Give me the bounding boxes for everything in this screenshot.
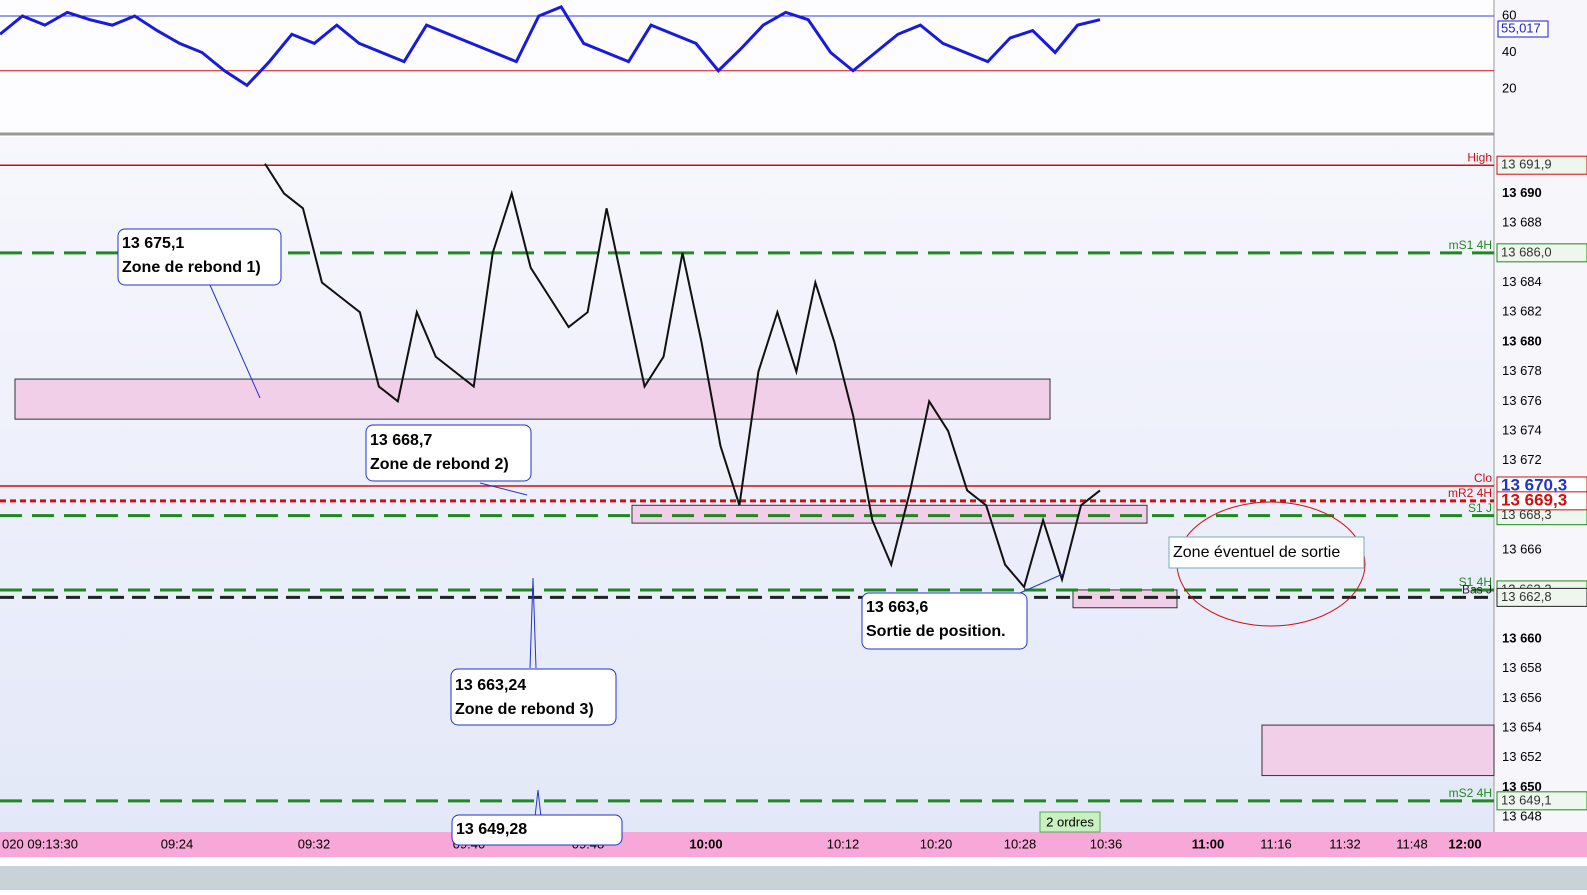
- level-value: 13 668,3: [1501, 507, 1552, 522]
- level-value: 13 670,3: [1501, 475, 1567, 494]
- level-value-box: [1496, 243, 1587, 263]
- level-name: S1 4H: [1459, 575, 1492, 589]
- level-name: mS2 4H: [1449, 786, 1492, 800]
- callout-price: 13 663,6: [866, 599, 928, 616]
- annotations: [117, 228, 1366, 846]
- level-value-box: [1496, 155, 1587, 175]
- callout-box: [365, 424, 532, 482]
- x-tick-label: 11:48: [1396, 836, 1428, 851]
- callout-text: Zone de rebond 3): [455, 701, 594, 718]
- y-tick-label: 13 656: [1502, 690, 1542, 705]
- pointer: [534, 789, 542, 818]
- x-tick-label: 11:32: [1329, 836, 1361, 851]
- y-tick-label: 13 674: [1502, 422, 1542, 437]
- callout-price: 13 668,7: [370, 432, 432, 449]
- callout-text: Zone de rebond 1): [122, 259, 261, 276]
- rsi-value: 55,017: [1501, 20, 1541, 35]
- y-tick-label: 13 684: [1502, 274, 1542, 289]
- zone: [631, 504, 1148, 524]
- x-tick-label: 10:36: [1090, 836, 1123, 851]
- level-value: 13 686,0: [1501, 244, 1552, 259]
- rsi-value-box: [1497, 20, 1549, 38]
- time-axis: [0, 832, 1587, 857]
- level-name: mR2 4H: [1448, 486, 1492, 500]
- y-tick-label: 13 688: [1502, 215, 1542, 230]
- y-tick-label: 13 654: [1502, 719, 1542, 734]
- callout-box: [451, 814, 623, 846]
- level-value: 13 669,3: [1501, 490, 1567, 509]
- pointer: [1019, 572, 1066, 594]
- x-tick-label: 11:00: [1192, 836, 1225, 851]
- callout-price: 13 649,28: [456, 821, 527, 838]
- y-tick-label: 13 678: [1502, 363, 1542, 378]
- callout-box: [117, 228, 282, 286]
- y-tick-label: 13 666: [1502, 541, 1542, 556]
- callout-price: 13 663,24: [455, 677, 526, 694]
- x-tick-label: 10:12: [827, 836, 860, 851]
- x-tick-label: 12:00: [1448, 836, 1481, 851]
- x-tick-label: 10:00: [689, 836, 722, 851]
- rsi-tick-label: 40: [1502, 44, 1516, 59]
- level-name: S1 J: [1468, 501, 1492, 515]
- x-tick-label: 10:28: [1004, 836, 1037, 851]
- level-value: 13 691,9: [1501, 157, 1552, 172]
- y-tick-label: 13 648: [1502, 809, 1542, 824]
- y-axis-panel: [1494, 0, 1587, 832]
- y-tick-label: 13 676: [1502, 393, 1542, 408]
- level-name: High: [1467, 150, 1492, 164]
- level-name: Clo: [1474, 471, 1492, 485]
- rsi-line: [0, 5, 1101, 88]
- callout-text: Zone de rebond 2): [370, 456, 509, 473]
- y-tick-label: 13 682: [1502, 304, 1542, 319]
- x-tick-label: 10:20: [920, 836, 953, 851]
- x-tick-label: 020 09:13:30: [2, 836, 78, 851]
- x-tick-label: 09:24: [161, 836, 194, 851]
- pointer: [529, 577, 537, 669]
- pointer: [479, 482, 528, 496]
- y-tick-label: 13 652: [1502, 749, 1542, 764]
- orders-box: [1039, 811, 1101, 833]
- rsi-tick-label: 60: [1502, 7, 1516, 22]
- y-tick-label: 13 650: [1502, 779, 1542, 794]
- zone: [1261, 724, 1495, 777]
- level-value: 13 649,1: [1501, 792, 1552, 807]
- y-tick-label: 13 690: [1502, 185, 1542, 200]
- rsi-panel: [0, 0, 1494, 133]
- exit-box: [1168, 536, 1365, 569]
- rsi-tick-label: 20: [1502, 80, 1516, 95]
- y-tick-label: 13 658: [1502, 660, 1542, 675]
- x-tick-label: 09:32: [298, 836, 331, 851]
- exit-zone-label: Zone éventuel de sortie: [1173, 544, 1340, 561]
- zone: [14, 378, 1051, 420]
- y-tick-label: 13 672: [1502, 452, 1542, 467]
- callout-box: [861, 592, 1028, 650]
- level-name: mS1 4H: [1449, 238, 1492, 252]
- level-value: 13 662,8: [1501, 589, 1552, 604]
- x-tick-label: 11:16: [1260, 836, 1292, 851]
- level-value-box: [1496, 491, 1587, 511]
- y-tick-label: 13 660: [1502, 630, 1542, 645]
- price-line: [264, 163, 1101, 590]
- callout-price: 13 675,1: [122, 235, 184, 252]
- level-value-box: [1496, 587, 1587, 607]
- level-value-box: [1496, 791, 1587, 811]
- y-tick-label: 13 680: [1502, 333, 1542, 348]
- callout-box: [450, 668, 617, 726]
- callout-text: Sortie de position.: [866, 623, 1006, 640]
- orders-label: 2 ordres: [1046, 814, 1094, 829]
- level-name: Bas J: [1462, 583, 1492, 597]
- pointer: [209, 284, 261, 399]
- scrollbar[interactable]: [0, 866, 1587, 890]
